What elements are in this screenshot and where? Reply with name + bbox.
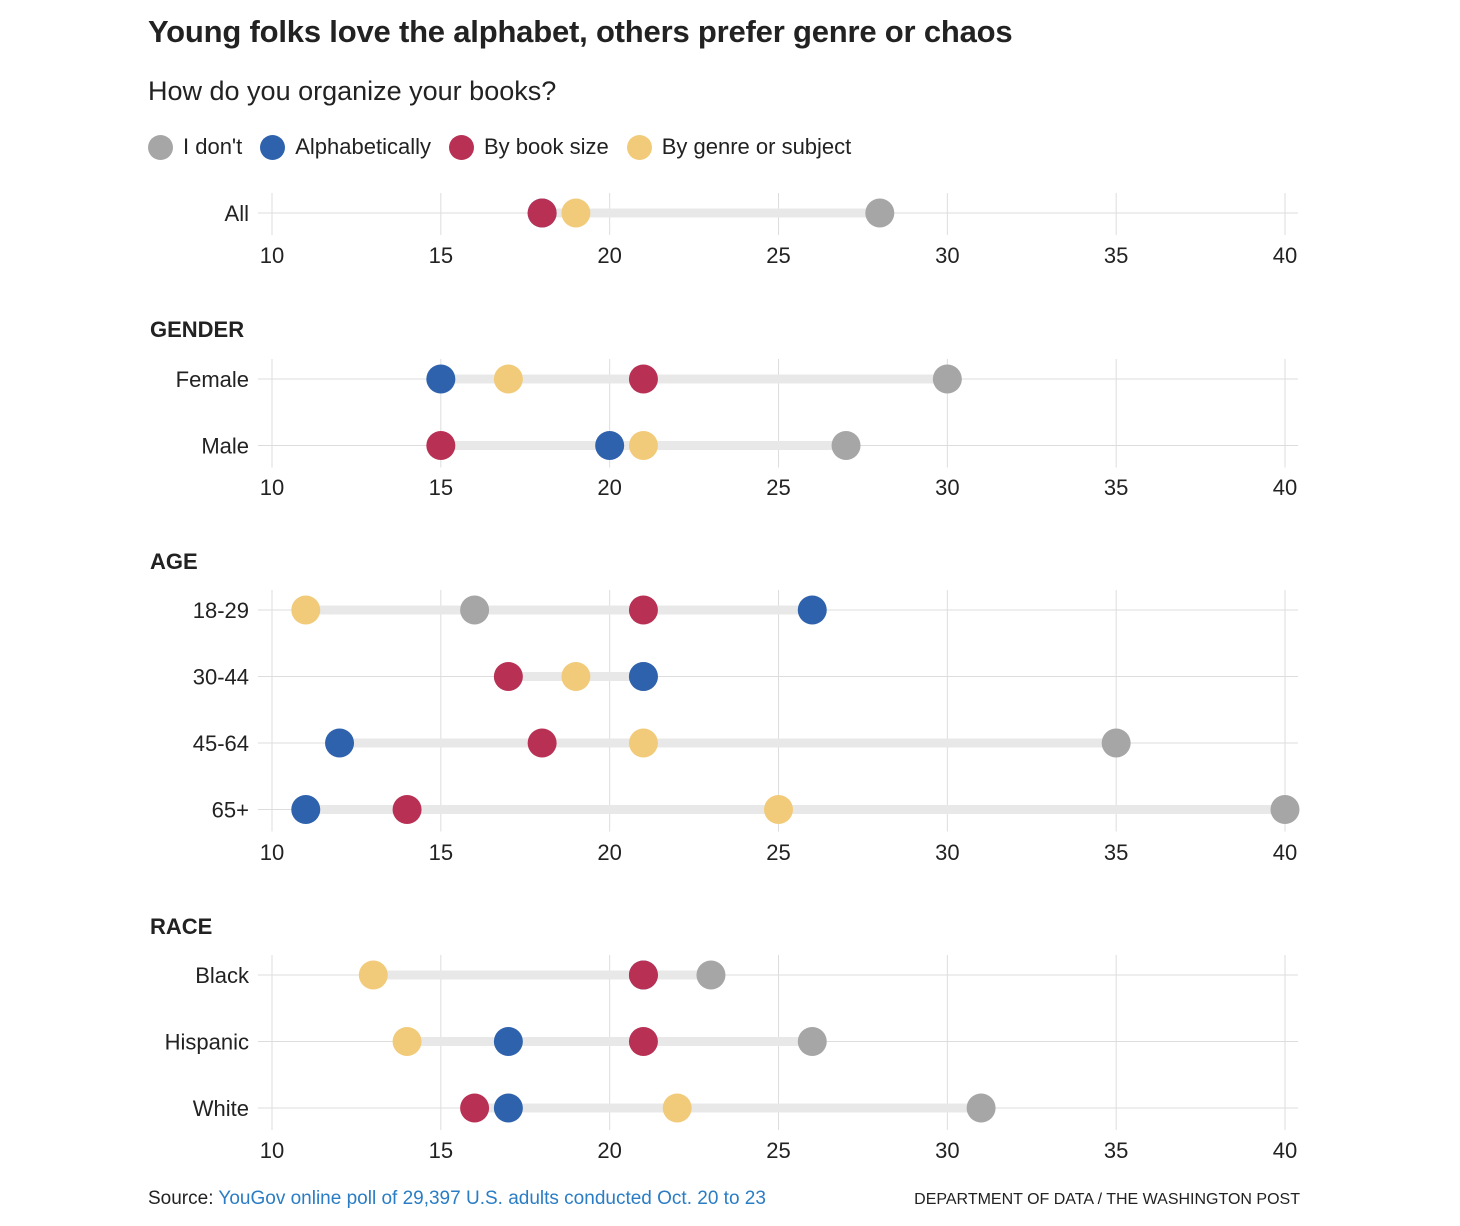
x-tick-label: 10 — [260, 475, 284, 500]
x-tick-label: 20 — [597, 1138, 621, 1163]
dot-by-book-size — [392, 795, 422, 824]
dot-alphabetically — [595, 431, 625, 460]
x-tick-label: 30 — [935, 243, 959, 268]
dot-by-book-size — [460, 1093, 490, 1123]
x-tick-label: 10 — [260, 243, 284, 268]
legend-item-by-genre: By genre or subject — [626, 134, 852, 160]
dot-by-book-size — [527, 728, 557, 758]
x-tick-label: 10 — [260, 840, 284, 865]
dot-alphabetically — [325, 728, 355, 758]
dot-by-book-size — [493, 662, 523, 691]
row-label: 30-44 — [193, 665, 249, 690]
x-tick-label: 30 — [935, 840, 959, 865]
x-tick-label: 40 — [1273, 840, 1297, 865]
dot-i-dont — [1270, 795, 1300, 824]
chart-subtitle: How do you organize your books? — [148, 76, 557, 106]
x-tick-label: 30 — [935, 475, 959, 500]
dot-i-dont — [865, 198, 895, 228]
x-tick-label: 40 — [1273, 475, 1297, 500]
dot-by-genre — [392, 1027, 422, 1056]
dot-by-genre — [291, 595, 321, 625]
source-note: Source: YouGov online poll of 29,397 U.S… — [148, 1188, 766, 1210]
credit-line: DEPARTMENT OF DATA / THE WASHINGTON POST — [914, 1191, 1300, 1208]
x-tick-label: 40 — [1273, 243, 1297, 268]
source-prefix: Source: — [148, 1188, 219, 1209]
x-tick-label: 35 — [1104, 475, 1128, 500]
x-tick-label: 35 — [1104, 840, 1128, 865]
row-label: Hispanic — [165, 1030, 249, 1055]
row-label: Male — [201, 434, 249, 459]
x-tick-label: 25 — [766, 475, 790, 500]
x-tick-label: 35 — [1104, 243, 1128, 268]
dot-by-book-size — [527, 198, 557, 228]
dot-alphabetically — [628, 662, 658, 691]
row-label: Female — [176, 367, 249, 392]
dot-by-genre — [764, 795, 793, 824]
dot-by-book-size — [628, 364, 658, 394]
panel-heading: RACE — [150, 914, 212, 939]
legend-item-i-dont: I don't — [148, 134, 242, 160]
panel-heading: AGE — [150, 549, 198, 574]
dot-alphabetically — [493, 1093, 523, 1123]
dot-i-dont — [696, 960, 726, 990]
legend: I don't Alphabetically By book size By g… — [148, 134, 869, 160]
dot-alphabetically — [426, 364, 456, 394]
x-tick-label: 25 — [766, 840, 790, 865]
source-link[interactable]: YouGov online poll of 29,397 U.S. adults… — [218, 1188, 766, 1209]
legend-swatch-i-dont — [148, 134, 173, 160]
dot-i-dont — [966, 1093, 996, 1123]
legend-item-by-book-size: By book size — [449, 134, 609, 160]
legend-label: I don't — [183, 134, 243, 159]
x-tick-label: 10 — [260, 1138, 284, 1163]
x-tick-label: 20 — [597, 243, 621, 268]
dot-by-genre — [628, 431, 658, 460]
legend-swatch-by-book-size — [449, 134, 474, 160]
chart-title: Young folks love the alphabet, others pr… — [148, 14, 1013, 49]
legend-swatch-alphabetically — [260, 134, 286, 160]
row-label: Black — [195, 963, 250, 988]
dot-i-dont — [460, 595, 490, 625]
x-tick-label: 15 — [429, 1138, 453, 1163]
x-tick-label: 15 — [429, 840, 453, 865]
dot-by-genre — [662, 1093, 692, 1123]
legend-label: Alphabetically — [295, 134, 431, 159]
dot-by-genre — [493, 364, 523, 394]
dot-by-book-size — [628, 1027, 658, 1056]
dot-by-genre — [628, 728, 658, 758]
dot-by-book-size — [628, 595, 658, 625]
legend-label: By genre or subject — [661, 134, 852, 159]
dot-alphabetically — [291, 795, 321, 824]
x-tick-label: 25 — [766, 243, 790, 268]
x-tick-label: 25 — [766, 1138, 790, 1163]
dot-i-dont — [932, 364, 962, 394]
dot-i-dont — [797, 1027, 827, 1056]
dot-by-genre — [561, 662, 591, 691]
legend-label: By book size — [484, 134, 609, 159]
x-tick-label: 30 — [935, 1138, 959, 1163]
dot-by-book-size — [628, 960, 658, 990]
dot-i-dont — [1101, 728, 1131, 758]
x-tick-label: 15 — [429, 243, 453, 268]
dot-i-dont — [831, 431, 861, 460]
dot-by-genre — [358, 960, 388, 990]
legend-swatch-by-genre — [626, 134, 652, 160]
dot-by-book-size — [426, 431, 456, 460]
dot-by-genre — [561, 198, 591, 228]
x-tick-label: 40 — [1273, 1138, 1297, 1163]
row-label: White — [193, 1096, 249, 1121]
x-tick-label: 15 — [429, 475, 453, 500]
dot-alphabetically — [493, 1027, 523, 1056]
legend-item-alphabetically: Alphabetically — [260, 134, 431, 160]
x-tick-label: 20 — [597, 475, 621, 500]
row-label: All — [225, 201, 249, 226]
row-label: 45-64 — [193, 731, 249, 756]
row-label: 65+ — [212, 798, 249, 823]
panel-heading: GENDER — [150, 317, 244, 342]
x-tick-label: 35 — [1104, 1138, 1128, 1163]
dot-alphabetically — [797, 595, 827, 625]
x-tick-label: 20 — [597, 840, 621, 865]
row-label: 18-29 — [193, 598, 249, 623]
